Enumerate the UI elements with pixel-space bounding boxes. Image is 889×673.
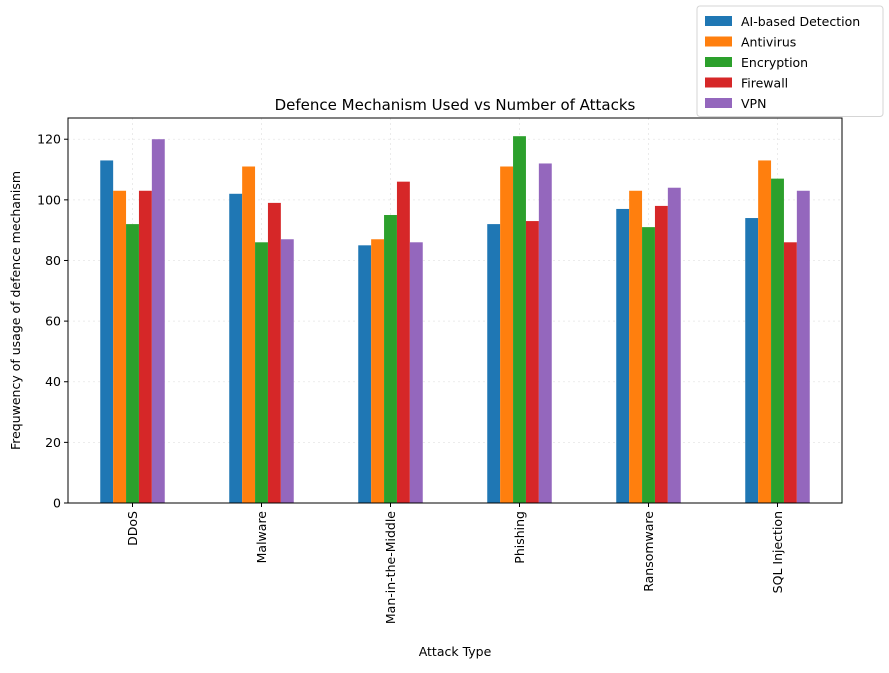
y-tick-label: 100 bbox=[37, 192, 61, 207]
y-tick-label: 0 bbox=[53, 496, 61, 511]
legend-swatch-antivirus bbox=[705, 36, 732, 47]
x-tick-label-ddos: DDoS bbox=[125, 511, 140, 546]
x-tick-label-malware: Malware bbox=[254, 511, 269, 564]
x-tick-label-phishing: Phishing bbox=[512, 511, 527, 564]
legend-swatch-vpn bbox=[705, 98, 732, 108]
bar-antivirus-malware bbox=[242, 166, 256, 503]
bar-firewall-phishing bbox=[525, 221, 539, 503]
bar-antivirus-man-in-the-middle bbox=[371, 239, 385, 504]
y-tick-label: 120 bbox=[37, 132, 61, 147]
legend: AI-based Detection Antivirus Encryption Fir… bbox=[696, 5, 884, 117]
legend-label-antivirus: Antivirus bbox=[741, 35, 796, 50]
bar-encryption-ransomware bbox=[642, 227, 655, 504]
y-tick-label: 60 bbox=[45, 314, 61, 329]
x-tick-label-ransomware: Ransomware bbox=[641, 511, 656, 592]
bar-encryption-ddos bbox=[126, 224, 139, 503]
bar-firewall-man-in-the-middle bbox=[396, 181, 410, 503]
x-tick-label-sql-injection: SQL Injection bbox=[770, 511, 785, 593]
bar-encryption-malware bbox=[255, 242, 268, 504]
bar-vpn-ddos bbox=[151, 139, 165, 504]
bar-encryption-man-in-the-middle bbox=[384, 215, 397, 503]
y-tick-label: 20 bbox=[45, 435, 61, 450]
legend-label-firewall: Firewall bbox=[741, 76, 788, 91]
bar-antivirus-phishing bbox=[500, 166, 514, 503]
bar-vpn-phishing bbox=[538, 163, 552, 503]
legend-swatch-ai-based-detection bbox=[705, 16, 732, 26]
bar-encryption-phishing bbox=[513, 136, 526, 504]
bar-firewall-sql-injection bbox=[783, 242, 797, 504]
bar-encryption-sql-injection bbox=[771, 178, 784, 503]
legend-box bbox=[696, 5, 884, 117]
x-tick-label-man-in-the-middle: Man-in-the-Middle bbox=[383, 511, 398, 624]
bar-ai-based-detection-sql-injection bbox=[745, 218, 759, 503]
x-axis-label: Attack Type bbox=[419, 644, 492, 659]
legend-label-vpn: VPN bbox=[741, 96, 766, 111]
bar-vpn-man-in-the-middle bbox=[409, 242, 423, 504]
bar-vpn-malware bbox=[280, 239, 294, 504]
bar-antivirus-sql-injection bbox=[758, 160, 772, 503]
bar-ai-based-detection-malware bbox=[229, 193, 243, 503]
y-axis-ticks: 0 20 40 60 80 100 120 bbox=[37, 132, 68, 511]
bar-vpn-ransomware bbox=[667, 187, 681, 503]
legend-label-ai-based-detection: AI-based Detection bbox=[741, 14, 860, 29]
bar-ai-based-detection-ddos bbox=[100, 160, 114, 503]
chart-title: Defence Mechanism Used vs Number of Atta… bbox=[275, 96, 636, 114]
y-axis-label: Frequwency of usage of defence mechanism bbox=[8, 171, 23, 450]
bar-vpn-sql-injection bbox=[796, 190, 810, 503]
legend-swatch-encryption bbox=[705, 57, 732, 67]
bars bbox=[100, 136, 810, 504]
bar-antivirus-ddos bbox=[113, 190, 127, 503]
bar-ai-based-detection-phishing bbox=[487, 224, 501, 503]
bar-firewall-malware bbox=[267, 202, 281, 503]
bar-ai-based-detection-man-in-the-middle bbox=[358, 245, 372, 504]
bar-firewall-ransomware bbox=[654, 205, 668, 503]
bar-firewall-ddos bbox=[138, 190, 152, 503]
legend-swatch-firewall bbox=[705, 77, 732, 88]
y-tick-label: 80 bbox=[45, 253, 61, 268]
bar-ai-based-detection-ransomware bbox=[616, 208, 630, 503]
axes-frame bbox=[67, 117, 843, 504]
bar-antivirus-ransomware bbox=[629, 190, 643, 503]
legend-label-encryption: Encryption bbox=[741, 55, 808, 70]
y-tick-label: 40 bbox=[45, 374, 61, 389]
x-axis-ticks: DDoS Malware Man-in-the-Middle Phishing Rans… bbox=[125, 503, 785, 624]
